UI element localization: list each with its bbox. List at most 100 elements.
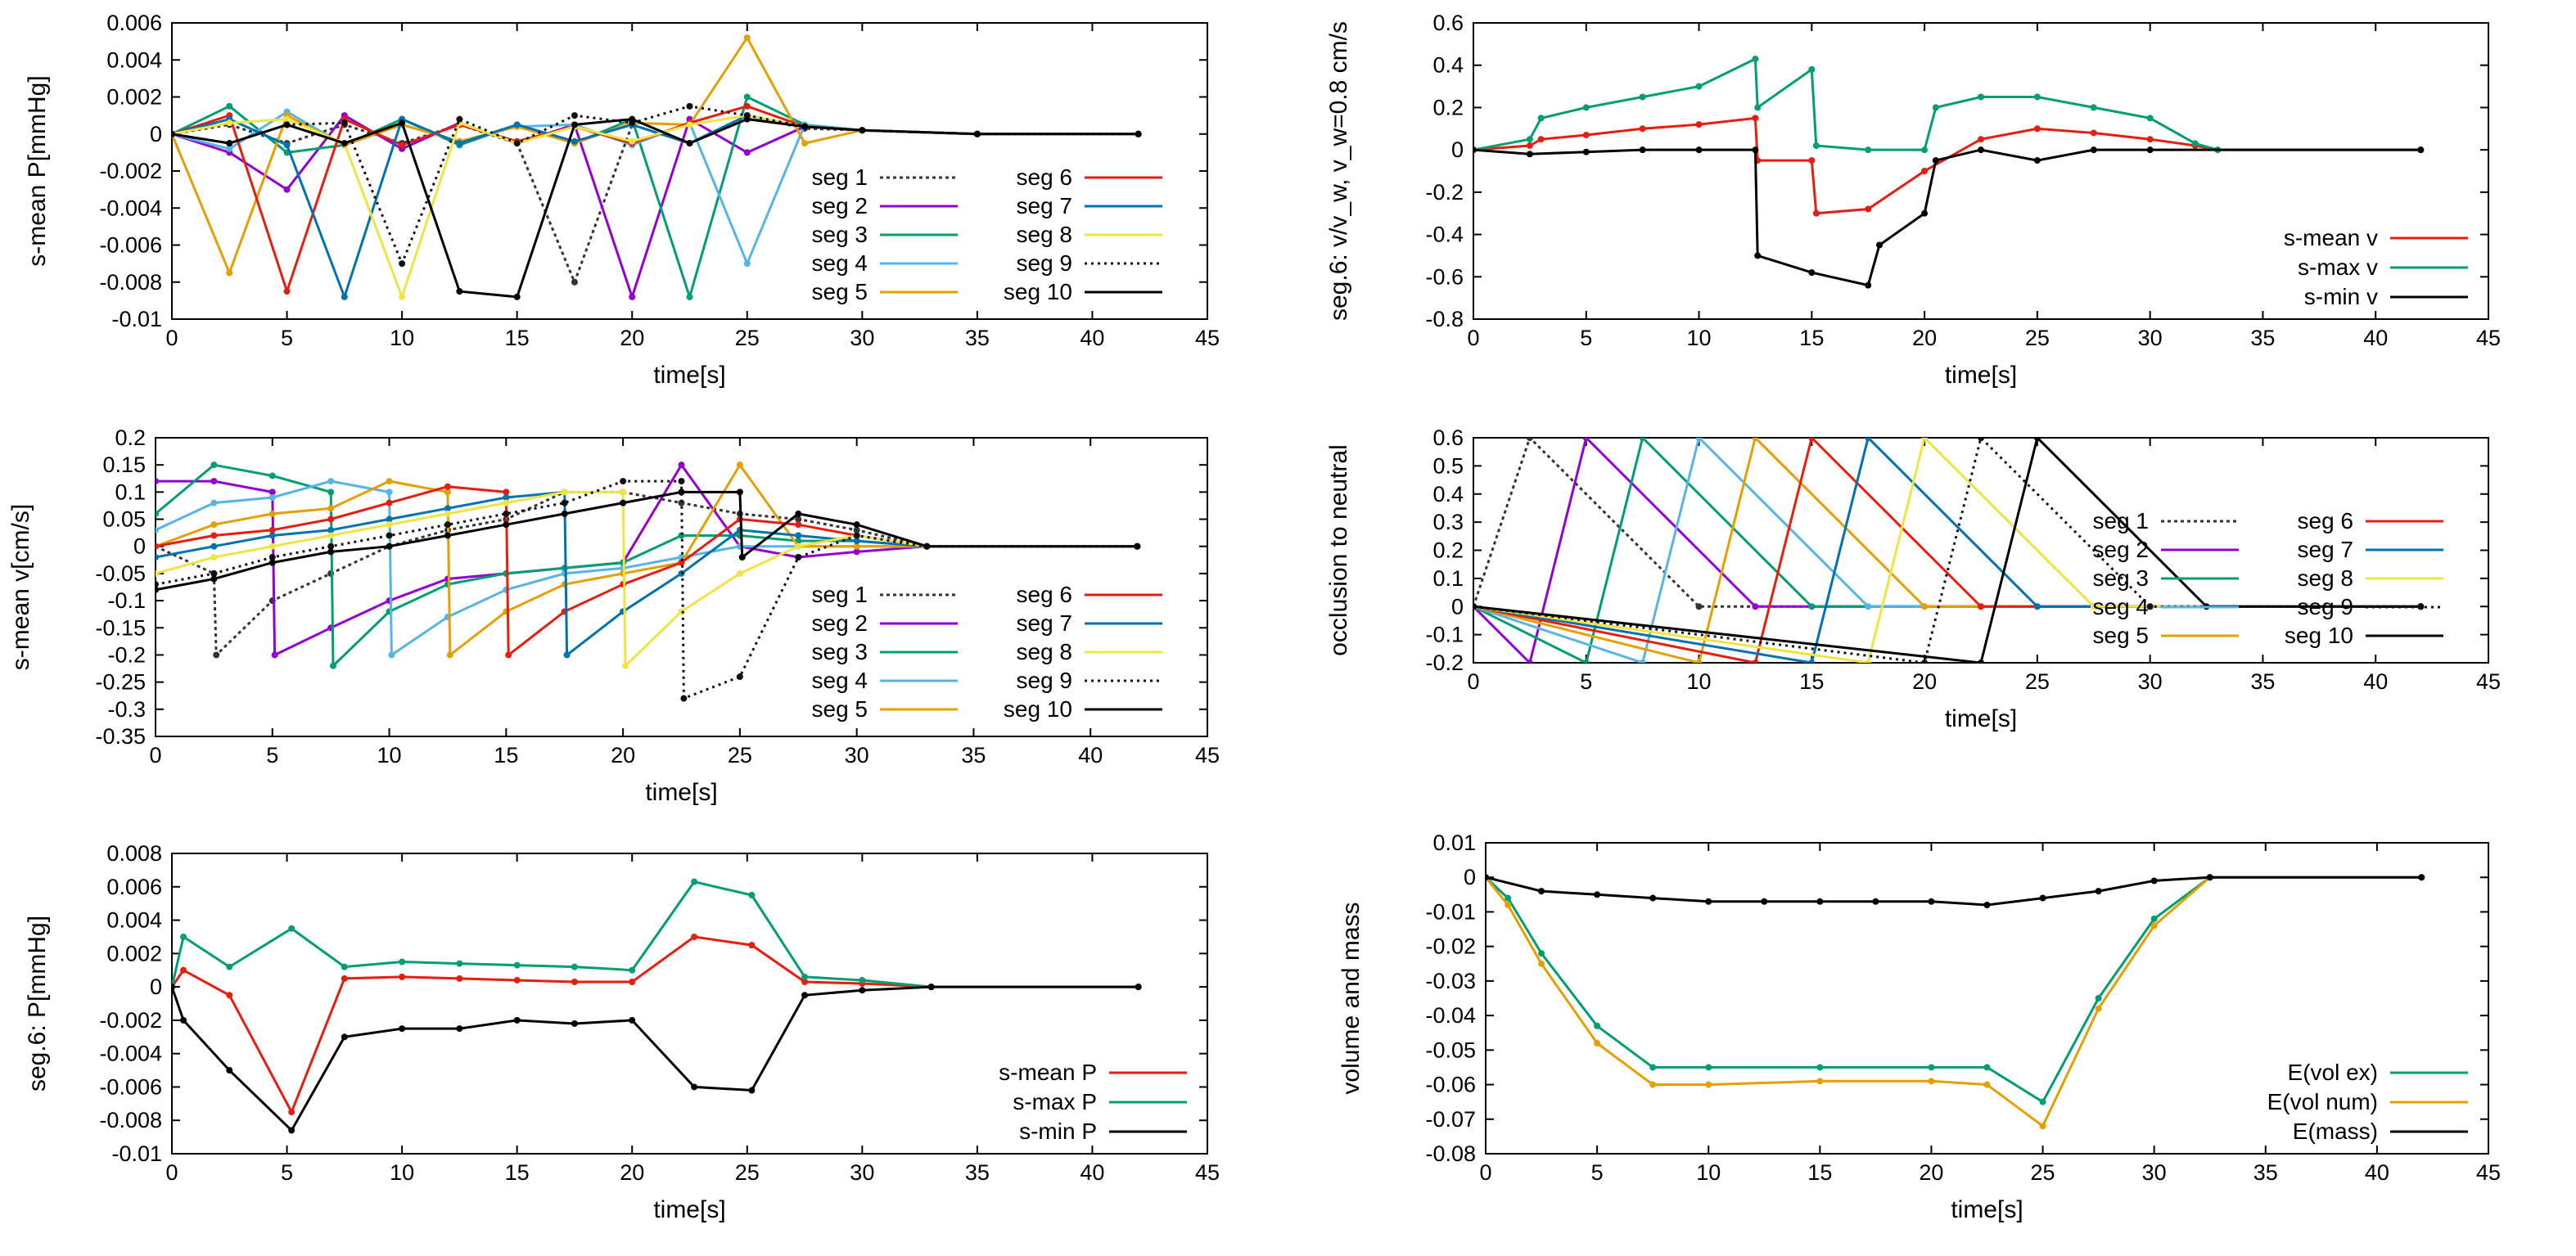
data-point xyxy=(2150,877,2158,885)
data-point xyxy=(2033,93,2041,101)
data-point xyxy=(795,532,802,539)
x-tick-label: 0 xyxy=(1479,1160,1491,1185)
x-tick-label: 25 xyxy=(2031,1160,2055,1185)
data-point xyxy=(1695,146,1703,154)
y-tick-label: 0 xyxy=(1451,137,1464,162)
data-point xyxy=(1761,898,1768,905)
data-point xyxy=(444,488,451,496)
y-axis-title: occlusion to neutral xyxy=(1325,444,1352,656)
data-point xyxy=(268,526,276,533)
x-tick-label: 40 xyxy=(2365,1160,2389,1185)
legend-label: seg 1 xyxy=(812,164,868,190)
data-point xyxy=(386,542,393,550)
data-point xyxy=(736,461,743,469)
data-point xyxy=(503,521,510,529)
data-point xyxy=(2191,140,2199,147)
data-point xyxy=(156,510,159,517)
data-point xyxy=(156,569,159,577)
data-point xyxy=(743,260,751,268)
series-line-seg-2 xyxy=(156,462,1138,657)
x-tick-label: 35 xyxy=(961,743,986,768)
data-point xyxy=(226,145,233,152)
x-tick-label: 15 xyxy=(494,743,518,768)
data-point xyxy=(1639,125,1646,133)
data-point xyxy=(341,963,348,970)
data-point xyxy=(1932,104,1939,111)
y-tick-label: -0.06 xyxy=(1425,1073,1476,1097)
data-point xyxy=(226,992,233,999)
data-point xyxy=(1526,151,1533,158)
data-point xyxy=(743,93,751,101)
data-point xyxy=(571,1020,578,1027)
data-point xyxy=(386,532,393,539)
legend-label: seg 4 xyxy=(812,668,868,693)
data-point xyxy=(571,278,578,286)
data-point xyxy=(180,933,187,940)
x-tick-label: 25 xyxy=(2025,326,2050,350)
data-point xyxy=(399,142,406,149)
data-point xyxy=(2090,146,2097,154)
x-tick-label: 30 xyxy=(2142,1160,2167,1185)
data-point xyxy=(2150,922,2158,930)
data-point xyxy=(268,532,276,539)
data-point xyxy=(288,1127,295,1134)
data-point xyxy=(503,494,510,501)
y-tick-label: 0 xyxy=(150,975,162,999)
series-line-seg-3 xyxy=(156,463,1138,669)
x-tick-label: 0 xyxy=(149,743,161,768)
data-point xyxy=(571,137,578,145)
y-tick-label: -0.15 xyxy=(95,615,146,640)
data-point xyxy=(1473,146,1477,154)
series-line-seg-10 xyxy=(156,490,1138,592)
y-tick-label: -0.008 xyxy=(99,1108,162,1132)
x-tick-label: 20 xyxy=(1912,326,1937,350)
legend-label: seg 3 xyxy=(2093,565,2150,591)
data-point xyxy=(743,34,751,42)
data-point xyxy=(180,966,187,974)
data-point xyxy=(801,123,809,130)
data-point xyxy=(1928,1078,1935,1085)
data-point xyxy=(1865,205,1872,213)
y-tick-label: -0.006 xyxy=(99,1074,162,1099)
y-tick-label: 0 xyxy=(1451,594,1464,619)
x-tick-label: 5 xyxy=(1580,326,1592,350)
data-point xyxy=(268,559,276,566)
y-tick-label: -0.25 xyxy=(95,670,146,695)
data-point xyxy=(629,966,636,974)
x-tick-label: 0 xyxy=(165,326,178,350)
data-point xyxy=(1582,438,1590,441)
y-tick-label: -0.2 xyxy=(1425,651,1464,675)
data-point xyxy=(1695,603,1703,610)
series-line-seg-8 xyxy=(172,114,1139,301)
x-tick-label: 45 xyxy=(1195,743,1220,768)
data-point xyxy=(801,992,809,999)
data-point xyxy=(1816,898,1824,905)
y-tick-label: 0.5 xyxy=(1432,453,1464,478)
data-point xyxy=(341,975,348,982)
y-tick-label: -0.008 xyxy=(99,270,162,295)
chart-p3: 0 5 10 15 20 25 30 35 40 45-0.35-0.3-0.25-0.2-0.1… xyxy=(7,425,1220,806)
x-tick-label: 40 xyxy=(2363,326,2388,350)
chart-p1: 0 5 10 15 20 25 30 35 40 45 -0.01 -0.008 -0.006 -0.00… xyxy=(24,11,1220,389)
data-point xyxy=(736,488,743,496)
data-point xyxy=(1695,660,1703,663)
x-tick-label: 0 xyxy=(1467,326,1479,350)
legend-label: seg 2 xyxy=(812,610,868,636)
y-tick-label: -0.4 xyxy=(1425,223,1464,247)
data-point xyxy=(327,478,335,485)
data-point xyxy=(801,978,809,985)
series-line-seg-1 xyxy=(1473,438,2421,608)
data-point xyxy=(399,119,406,127)
data-point xyxy=(686,140,693,147)
data-point xyxy=(571,978,578,985)
x-tick-label: 40 xyxy=(1080,1160,1104,1185)
x-axis-title: time[s] xyxy=(645,779,717,806)
legend-label: E(vol num) xyxy=(2267,1089,2378,1114)
data-point xyxy=(1526,660,1533,663)
data-point xyxy=(1876,241,1883,249)
data-point xyxy=(288,925,295,932)
data-point xyxy=(1932,157,1939,164)
y-axis-title: seg.6: P[mmHg] xyxy=(24,916,51,1092)
data-point xyxy=(1486,874,1489,881)
data-point xyxy=(1582,132,1590,139)
